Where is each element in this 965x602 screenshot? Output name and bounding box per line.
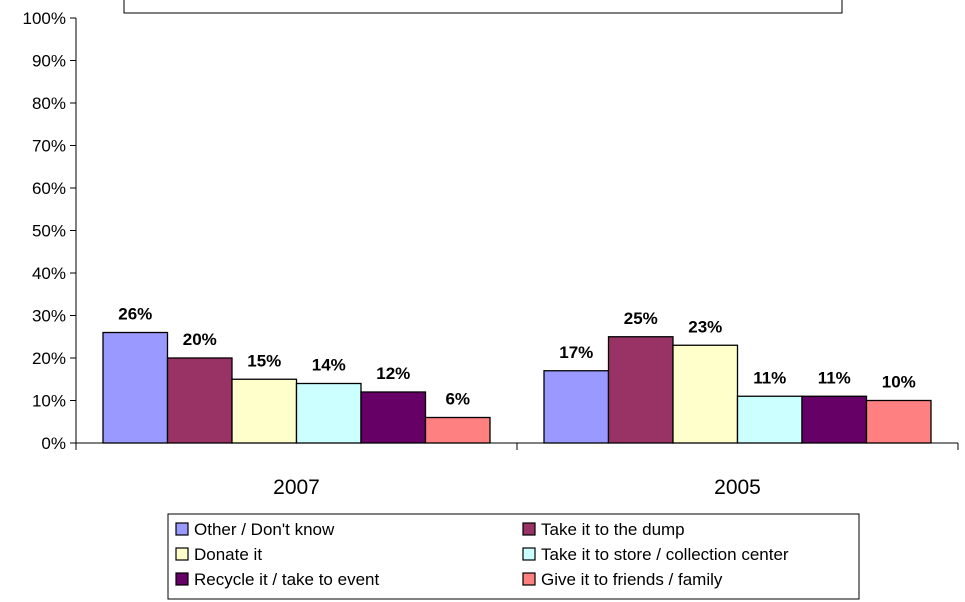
data-label: 26% — [118, 305, 152, 324]
data-label: 14% — [312, 356, 346, 375]
x-axis: 2007 2005 — [75, 442, 959, 499]
legend-swatch — [175, 572, 189, 586]
y-tick-label: 0% — [41, 434, 66, 453]
bar — [607, 336, 674, 444]
y-axis: 0% 10% 20% 30% 40% 50% 60% 70% 80% 90% 100% — [23, 9, 77, 453]
y-tick-label: 80% — [32, 94, 66, 113]
legend-label: Recycle it / take to event — [194, 570, 379, 589]
y-tick-label: 40% — [32, 264, 66, 283]
data-label: 25% — [624, 309, 658, 328]
legend-swatch — [522, 572, 536, 586]
bar — [424, 416, 491, 444]
data-label: 6% — [445, 390, 470, 409]
legend-label: Donate it — [194, 545, 262, 564]
legend-swatch — [522, 522, 536, 536]
y-tick-label: 90% — [32, 52, 66, 71]
bar — [672, 344, 739, 444]
data-label: 15% — [247, 351, 281, 370]
data-label: 23% — [688, 317, 722, 336]
bar — [360, 391, 427, 444]
legend-label: Give it to friends / family — [541, 570, 723, 589]
data-label: 20% — [183, 330, 217, 349]
y-tick-label: 60% — [32, 179, 66, 198]
data-labels: 26% 20% 15% 14% 12% 6% 17% 25% 23% 11% 11% 10% — [118, 305, 916, 409]
legend-label: Other / Don't know — [194, 520, 335, 539]
data-label: 17% — [559, 343, 593, 362]
legend-label: Take it to store / collection center — [541, 545, 789, 564]
data-label: 11% — [818, 368, 851, 387]
legend: Other / Don't know Take it to the dump Don… — [167, 513, 860, 600]
bar — [231, 378, 298, 444]
bar — [801, 395, 868, 444]
category-label: 2007 — [273, 476, 320, 499]
data-label: 12% — [376, 364, 410, 383]
y-tick-label: 10% — [32, 392, 66, 411]
title-box — [123, 0, 843, 14]
y-tick-label: 100% — [23, 9, 66, 28]
y-tick-label: 50% — [32, 222, 66, 241]
bar — [102, 331, 169, 444]
bar — [295, 382, 362, 444]
legend-swatch — [175, 547, 189, 561]
legend-swatch — [522, 547, 536, 561]
bar — [736, 395, 803, 444]
category-label: 2005 — [714, 476, 761, 499]
data-label: 11% — [753, 368, 786, 387]
y-tick-label: 70% — [32, 137, 66, 156]
y-tick-label: 30% — [32, 307, 66, 326]
bars — [102, 331, 932, 444]
legend-box — [167, 513, 860, 600]
bar — [166, 357, 233, 444]
bar — [865, 399, 932, 444]
legend-label: Take it to the dump — [541, 520, 685, 539]
data-label: 10% — [882, 373, 916, 392]
bar — [543, 370, 610, 444]
y-tick-label: 20% — [32, 349, 66, 368]
legend-swatch — [175, 522, 189, 536]
